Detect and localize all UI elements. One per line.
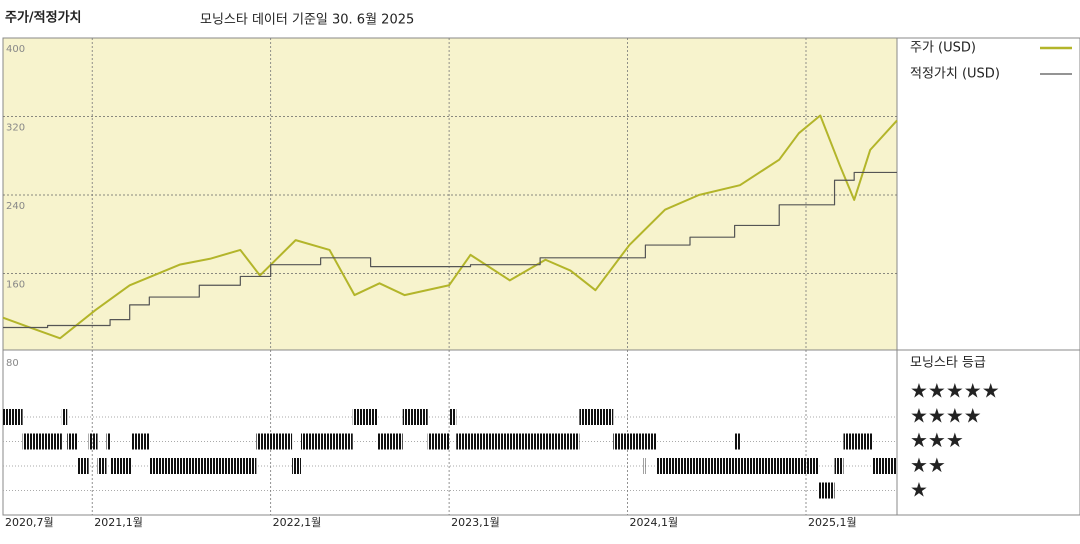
x-tick-label: 2020,7월 (5, 516, 54, 529)
y-tick-label: 320 (6, 123, 25, 134)
rating-bar (88, 433, 98, 450)
x-tick-label: 2024,1월 (630, 516, 679, 529)
x-tick-label: 2022,1월 (273, 516, 322, 529)
y-tick-label: 400 (6, 44, 25, 55)
rating-bar (734, 433, 740, 450)
rating-bar (110, 458, 132, 474)
legend-label: 적정가치 (USD) (910, 67, 1000, 82)
rating-legend: ★ (910, 478, 928, 502)
rating-bar (77, 458, 89, 474)
y-tick-label: 160 (6, 280, 25, 291)
rating-bar (843, 433, 873, 450)
rating-bar (818, 482, 835, 499)
rating-bar (149, 458, 257, 474)
rating-bar (656, 458, 819, 474)
rating-bar (352, 409, 378, 425)
price-panel (3, 38, 897, 350)
rating-legend: ★★★ (910, 428, 964, 452)
rating-bar (292, 458, 301, 474)
rating-bar (643, 458, 646, 474)
rating-bar (449, 409, 457, 425)
rating-bar (67, 433, 78, 450)
rating-bar (872, 458, 897, 474)
rating-bar (3, 409, 23, 425)
rating-bar (106, 433, 111, 450)
series-line (2, 114, 898, 340)
rating-bar (427, 433, 450, 450)
y-tick-label: 240 (6, 201, 25, 212)
rating-bar (456, 433, 580, 450)
x-tick-label: 2021,1월 (94, 516, 143, 529)
rating-legend: ★★★★ (910, 403, 982, 427)
rating-bar (301, 433, 353, 450)
rating-bar (22, 433, 62, 450)
series-line (3, 171, 897, 329)
rating-bar (834, 458, 844, 474)
rating-bar (256, 433, 293, 450)
rating-title: 모닝스타 등급 (910, 356, 986, 371)
rating-bar (402, 409, 428, 425)
x-tick-label: 2025,1월 (808, 516, 857, 529)
legend-label: 주가 (USD) (910, 41, 976, 56)
x-tick-label: 2023,1월 (451, 516, 500, 529)
rating-bar (377, 433, 403, 450)
rating-bar (97, 458, 107, 474)
frame (2, 37, 1080, 516)
rating-legend: ★★ (910, 453, 946, 477)
rating-bar (61, 409, 68, 425)
chart-subtitle: 모닝스타 데이터 기준일 30. 6월 2025 (200, 13, 414, 28)
rating-bar (613, 433, 657, 450)
rating-bar (131, 433, 150, 450)
rating-legend: ★★★★★ (910, 379, 1000, 403)
chart-title: 주가/적정가치 (5, 10, 82, 26)
rating-bar (579, 409, 614, 425)
rating-rows (3, 416, 897, 491)
y-tick-label: 80 (6, 358, 19, 369)
